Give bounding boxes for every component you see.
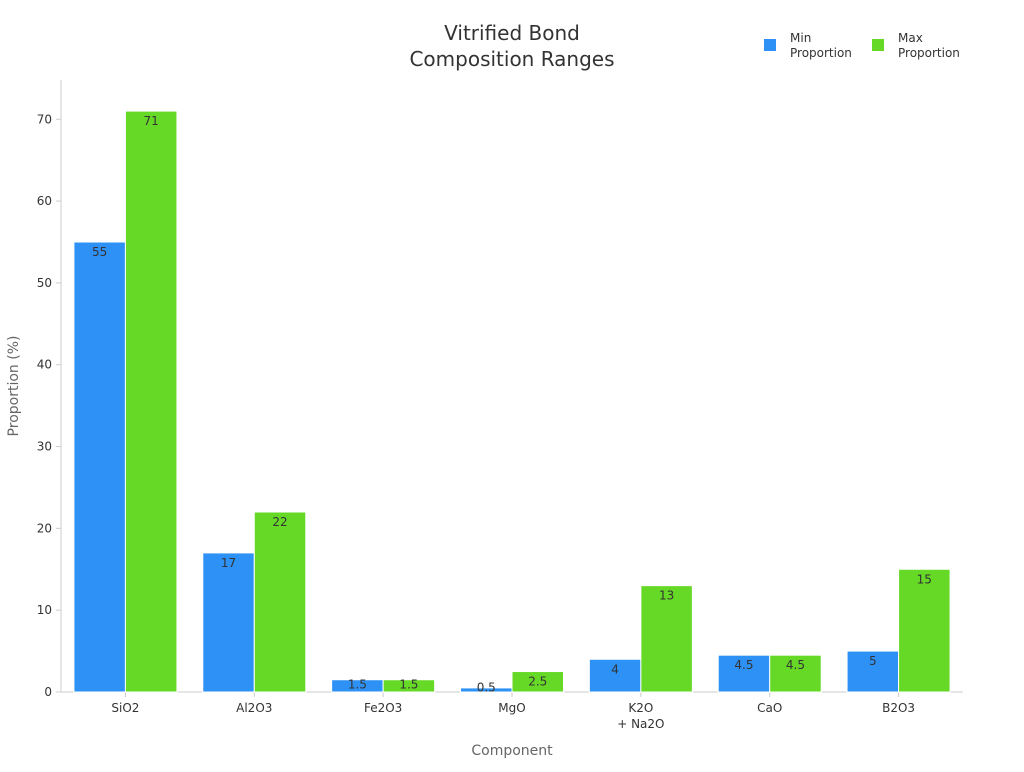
- bar: [640, 585, 693, 693]
- bar: [382, 679, 436, 693]
- bar-value-label: 55: [92, 245, 107, 259]
- bar-value-label: 4.5: [734, 658, 753, 672]
- bar: [588, 658, 642, 693]
- bar: [717, 654, 771, 693]
- bar: [73, 241, 126, 693]
- legend-swatch: [764, 39, 776, 51]
- data-labels: 55 71 17 22 1.5 1.5 0.5 2.5 4 13 4.5 4.5 5 15: [92, 114, 932, 694]
- y-tick-label: 40: [37, 358, 52, 372]
- bar-value-label: 17: [221, 556, 236, 570]
- legend-label: Proportion: [898, 46, 960, 60]
- y-tick-label: 50: [37, 276, 52, 290]
- bar-value-label: 5: [869, 654, 877, 668]
- y-tick-label: 70: [37, 112, 52, 126]
- axes: 0 10 20 30 40 50 60 70 SiO2 Al2O3 Fe2O3 MgO K2O + Na2…: [6, 80, 963, 759]
- legend-label: Max: [898, 31, 923, 45]
- bar-value-label: 15: [917, 572, 932, 586]
- bar: [253, 511, 307, 693]
- x-tick-label: + Na2O: [617, 717, 664, 731]
- legend-label: Proportion: [790, 46, 852, 60]
- bars: [73, 110, 951, 693]
- bar: [124, 110, 178, 693]
- x-tick-label: MgO: [498, 701, 525, 715]
- bar-value-label: 13: [659, 589, 674, 603]
- bar: [769, 654, 822, 693]
- chart-title-line: Composition Ranges: [409, 47, 614, 71]
- legend-label: Min: [790, 31, 811, 45]
- bar-value-label: 22: [272, 515, 287, 529]
- y-tick-label: 10: [37, 603, 52, 617]
- legend-swatch: [872, 39, 884, 51]
- bar-value-label: 2.5: [528, 675, 547, 689]
- bar-value-label: 4: [611, 662, 619, 676]
- x-axis-title: Component: [471, 743, 553, 759]
- y-axis-title: Proportion (%): [6, 336, 22, 437]
- bar: [202, 552, 255, 693]
- x-tick-label: SiO2: [111, 701, 139, 715]
- bar: [511, 671, 564, 693]
- bar-value-label: 0.5: [477, 680, 496, 694]
- bar-value-label: 1.5: [399, 678, 418, 692]
- chart-title-line: Vitrified Bond: [444, 21, 580, 45]
- y-tick-label: 60: [37, 194, 52, 208]
- bar-value-label: 1.5: [348, 678, 367, 692]
- bar-value-label: 4.5: [786, 658, 805, 672]
- y-tick-label: 20: [37, 521, 52, 535]
- bar: [846, 650, 900, 693]
- bar: [898, 568, 951, 693]
- x-tick-label: Al2O3: [236, 701, 272, 715]
- x-tick-label: Fe2O3: [364, 701, 402, 715]
- y-tick-label: 0: [44, 685, 52, 699]
- x-tick-label: CaO: [757, 701, 782, 715]
- x-tick-label: B2O3: [882, 701, 915, 715]
- y-tick-label: 30: [37, 440, 52, 454]
- x-tick-label: K2O: [628, 701, 653, 715]
- bar-value-label: 71: [144, 114, 159, 128]
